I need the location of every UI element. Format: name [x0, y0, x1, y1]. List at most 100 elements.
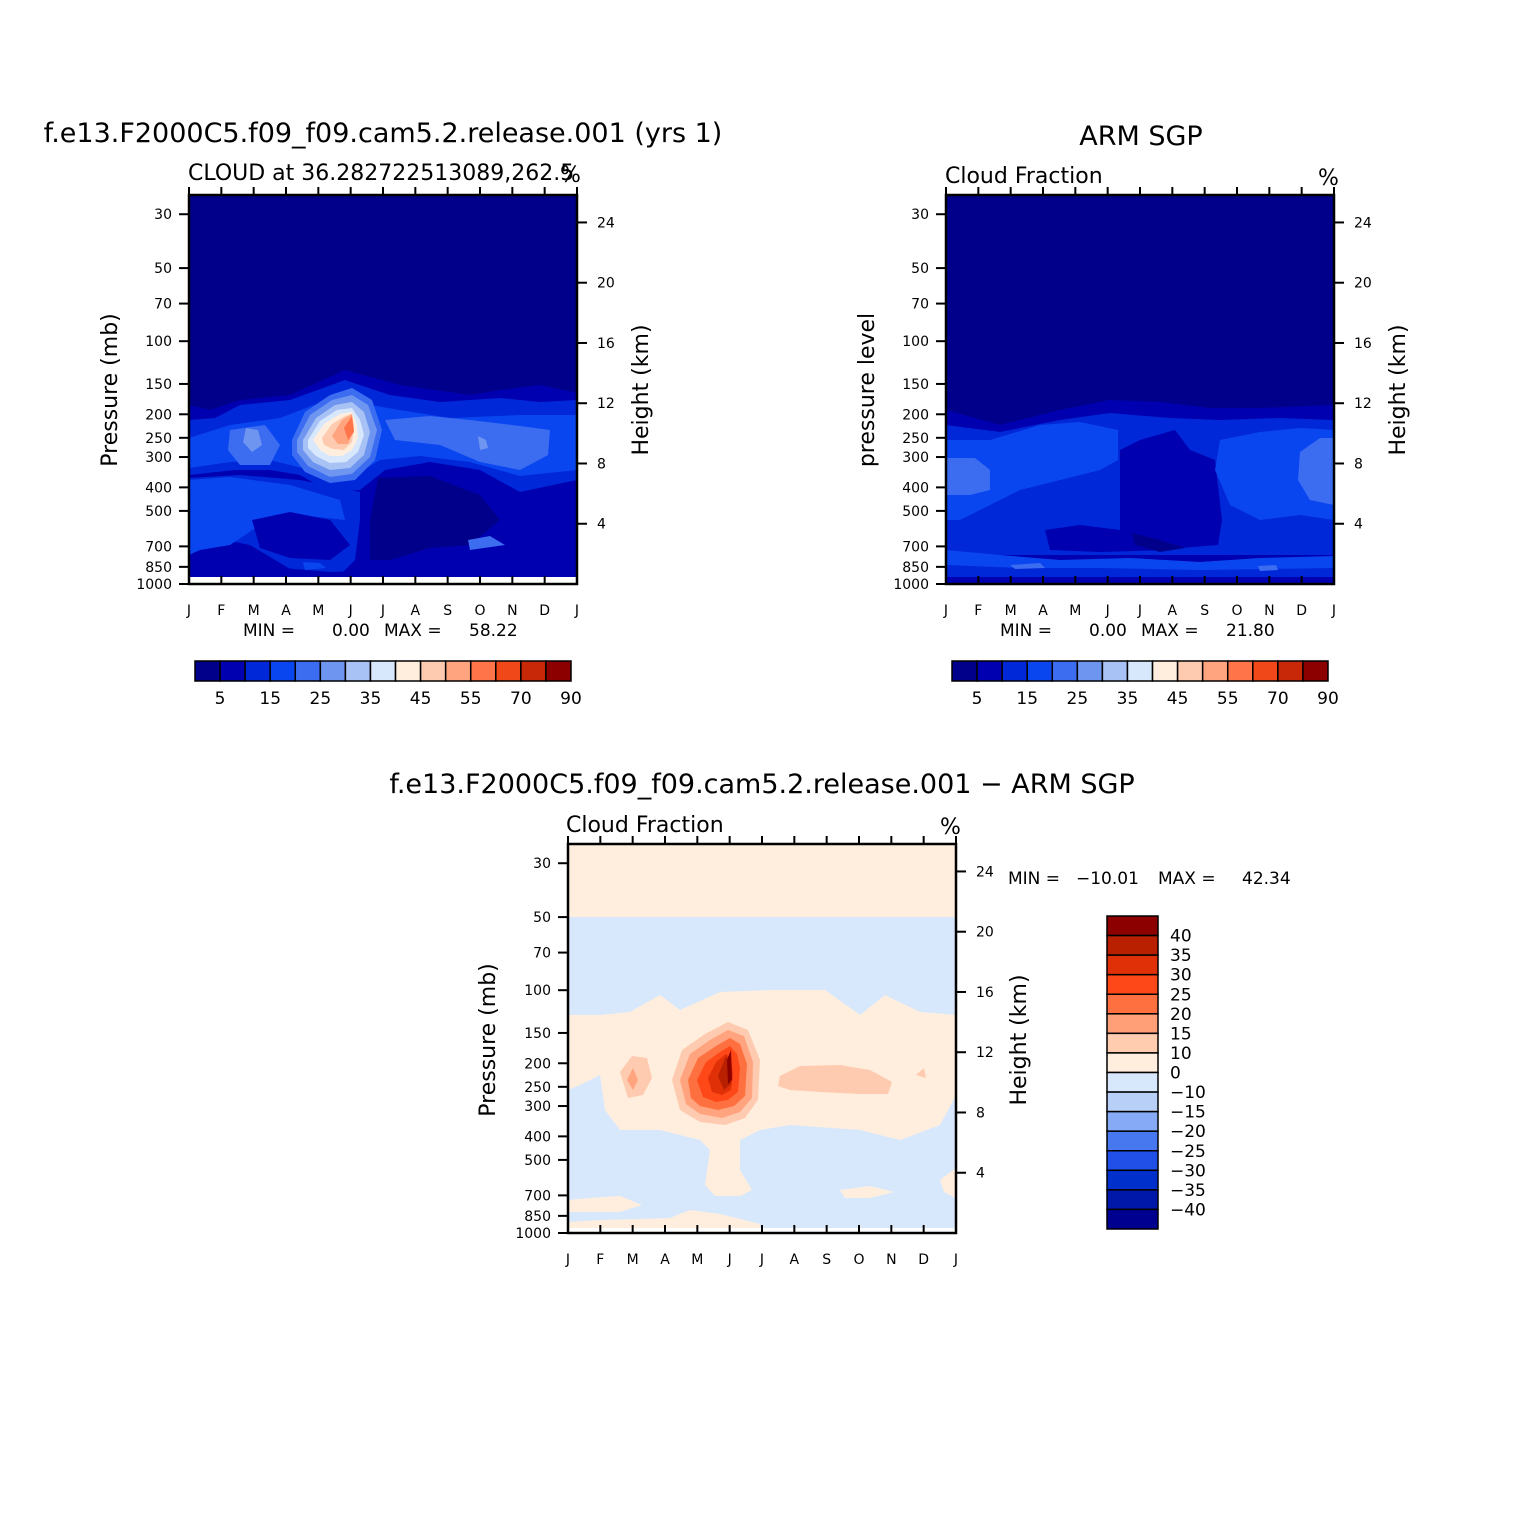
- colorbar-label: 90: [560, 689, 582, 709]
- colorbar-swatch: [344, 660, 372, 682]
- colorbar-label: 30: [1170, 966, 1192, 986]
- colorbar-swatch: [495, 660, 522, 682]
- diff-panel: f.e13.F2000C5.f09_f09.cam5.2.release.001…: [389, 769, 1290, 1268]
- height-tick-label: 8: [597, 456, 606, 472]
- x-tick-label: S: [443, 603, 452, 619]
- colorbar-label: −25: [1170, 1142, 1206, 1162]
- obs-contour-20-left: [946, 458, 990, 495]
- x-tick-label: A: [1168, 603, 1178, 619]
- x-tick-label: M: [312, 603, 324, 619]
- pressure-tick-label: 400: [524, 1129, 551, 1145]
- height-tick-label: 12: [976, 1045, 994, 1061]
- colorbar-swatch: [444, 660, 472, 682]
- colorbar-label: 15: [1170, 1024, 1192, 1044]
- x-tick-label: D: [918, 1252, 929, 1268]
- diff-max-label: MAX =: [1158, 869, 1216, 889]
- height-tick-label: 24: [597, 215, 615, 231]
- colorbar-label: −30: [1170, 1161, 1206, 1181]
- colorbar-label: 0: [1170, 1064, 1181, 1084]
- model-title: f.e13.F2000C5.f09_f09.cam5.2.release.001…: [44, 118, 723, 149]
- x-tick-label: M: [248, 603, 260, 619]
- colorbar-label: 15: [259, 689, 281, 709]
- model-colorbar: 5 15 25 35 45 55 70 90: [194, 660, 582, 709]
- x-tick-label: J: [1105, 603, 1110, 619]
- obs-plot-area: J F M A M J J A S O N D J 30 50 70 100 150 200 250 300 400 500…: [893, 187, 1372, 619]
- height-tick-label: 8: [976, 1105, 985, 1121]
- x-tick-label: M: [1005, 603, 1017, 619]
- colorbar-swatch: [1026, 660, 1054, 682]
- colorbar-label: 90: [1317, 689, 1339, 709]
- colorbar-swatch: [194, 660, 221, 682]
- obs-low-band: [946, 550, 1334, 570]
- colorbar-swatch: [319, 660, 347, 682]
- model-ylabel-right: Height (km): [629, 324, 654, 455]
- diff-title: f.e13.F2000C5.f09_f09.cam5.2.release.001…: [389, 769, 1134, 800]
- pressure-tick-label: 400: [145, 480, 172, 496]
- height-tick-label: 16: [976, 985, 994, 1001]
- model-panel: f.e13.F2000C5.f09_f09.cam5.2.release.001…: [44, 118, 723, 709]
- colorbar-swatch: [1106, 973, 1159, 995]
- diff-peak-40: [727, 1050, 732, 1084]
- x-tick-label: M: [1069, 603, 1081, 619]
- colorbar-swatch: [1106, 1169, 1159, 1191]
- diff-contour-right: [778, 1065, 892, 1094]
- x-tick-label: J: [348, 603, 353, 619]
- colorbar-swatch: [269, 660, 297, 682]
- x-tick-label: O: [1231, 603, 1242, 619]
- colorbar-swatch: [294, 660, 322, 682]
- x-tick-label: J: [727, 1252, 732, 1268]
- pressure-tick-label: 200: [145, 407, 172, 423]
- pressure-tick-label: 30: [154, 207, 172, 223]
- x-tick-label: J: [186, 603, 191, 619]
- x-tick-label: A: [660, 1252, 670, 1268]
- diff-units: %: [940, 815, 961, 840]
- diff-contour-tiny: [916, 1068, 926, 1078]
- colorbar-label: 20: [1170, 1005, 1192, 1025]
- diff-low-blob-3: [940, 1168, 956, 1198]
- colorbar-label: 25: [1170, 985, 1192, 1005]
- colorbar-label: −40: [1170, 1200, 1206, 1220]
- colorbar-label: −35: [1170, 1181, 1206, 1201]
- colorbar-label: −10: [1170, 1083, 1206, 1103]
- obs-max-value: 21.80: [1226, 621, 1275, 641]
- pressure-tick-label: 500: [145, 504, 172, 520]
- colorbar-label: 55: [460, 689, 482, 709]
- colorbar-label: 5: [215, 689, 226, 709]
- colorbar-swatch: [244, 660, 271, 682]
- colorbar-swatch: [1126, 660, 1154, 682]
- colorbar-swatch: [369, 660, 397, 682]
- pressure-tick-label: 850: [902, 560, 929, 576]
- model-contour-mid-dark: [370, 476, 500, 560]
- diff-low-blob-1: [568, 1196, 642, 1212]
- colorbar-swatch: [1106, 1052, 1159, 1074]
- pressure-tick-label: 150: [145, 377, 172, 393]
- x-tick-label: D: [539, 603, 550, 619]
- colorbar-label: −15: [1170, 1103, 1206, 1123]
- model-min-label: MIN =: [243, 621, 295, 641]
- x-tick-label: A: [281, 603, 291, 619]
- obs-units: %: [1318, 166, 1339, 191]
- model-contour-band-right: [385, 416, 550, 470]
- model-contour-low-blue-2: [189, 477, 345, 555]
- colorbar-swatch: [976, 660, 1003, 682]
- x-tick-label: J: [1137, 603, 1142, 619]
- diff-stats: MIN = −10.01 MAX = 42.34: [1008, 869, 1291, 889]
- pressure-tick-label: 50: [533, 910, 551, 926]
- colorbar-swatch: [1277, 660, 1304, 682]
- obs-streak-1: [1010, 563, 1045, 569]
- x-tick-label: M: [691, 1252, 703, 1268]
- pressure-tick-label: 500: [902, 504, 929, 520]
- height-tick-label: 24: [1354, 215, 1372, 231]
- diff-upper-band: [568, 844, 956, 917]
- x-tick-label: J: [953, 1252, 958, 1268]
- pressure-tick-label: 200: [524, 1056, 551, 1072]
- obs-contour-15: [946, 422, 1118, 520]
- model-max-value: 58.22: [469, 621, 518, 641]
- model-contour-small-2: [478, 436, 488, 450]
- colorbar-label: −20: [1170, 1122, 1206, 1142]
- colorbar-label: 40: [1170, 927, 1192, 947]
- pressure-tick-label: 200: [902, 407, 929, 423]
- colorbar-label: 70: [1267, 689, 1289, 709]
- colorbar-swatch: [1151, 660, 1179, 682]
